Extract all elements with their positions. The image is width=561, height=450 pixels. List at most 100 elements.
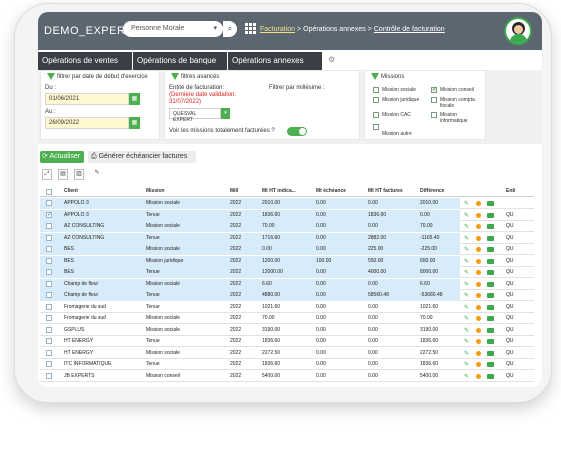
edit-icon[interactable]: ✎	[464, 235, 470, 242]
mission-sociale-checkbox[interactable]	[373, 87, 379, 93]
menu-operations-banque[interactable]: Opérations de banque	[133, 52, 227, 70]
edit-icon[interactable]: ✎	[464, 316, 470, 322]
edit-icon[interactable]: ✎	[464, 224, 470, 230]
open-icon[interactable]	[487, 339, 494, 344]
table-row[interactable]: BES Mission juridique 2022 1200.00 100.00 550…	[40, 255, 534, 267]
status-dot-icon[interactable]	[476, 247, 481, 252]
row-checkbox[interactable]	[46, 246, 52, 252]
header-client[interactable]: Client	[64, 188, 78, 194]
table-row[interactable]: Fromagerie du sud Tenue 2022 1021.60 0.00 0.0…	[40, 302, 534, 313]
table-row[interactable]: JB EXPERTS Mission conseil 2022 5400.00 0.00…	[40, 371, 534, 382]
row-checkbox[interactable]	[46, 292, 52, 298]
status-dot-icon[interactable]	[476, 362, 481, 367]
table-row[interactable]: APPOLO 3 Mission sociale 2022 2010.00 0.00 0.…	[40, 198, 534, 209]
edit-icon[interactable]: ✎	[464, 201, 470, 207]
row-checkbox[interactable]	[46, 280, 52, 287]
select-all-checkbox[interactable]	[46, 189, 52, 195]
invoicing-entity-select[interactable]: QUESVAL EXPERT	[169, 108, 221, 123]
status-dot-icon[interactable]	[476, 339, 481, 344]
status-dot-icon[interactable]	[476, 212, 481, 218]
table-row[interactable]: APPOLO 3 Tenue 2022 1836.60 0.00 1836.60 0.00 ✎…	[40, 209, 534, 221]
edit-icon[interactable]: ✎	[464, 327, 470, 334]
mission-juridique-checkbox[interactable]	[373, 97, 379, 103]
edit-icon[interactable]: ✎	[464, 212, 470, 219]
status-dot-icon[interactable]	[476, 350, 481, 356]
header-mt-ht-indicatif[interactable]: Mt HT indica...	[262, 188, 296, 194]
calendar-icon[interactable]: ▦	[129, 93, 140, 105]
from-date-input[interactable]: 01/06/2021	[45, 93, 129, 105]
edit-icon[interactable]: ✎	[464, 362, 470, 368]
table-row[interactable]: Champ de fleur Tenue 2022 4880.00 0.00 58560.…	[40, 290, 534, 301]
entity-type-select[interactable]: Personne Morale ▾	[123, 21, 223, 37]
open-icon[interactable]	[487, 281, 494, 287]
mission-informatique-checkbox[interactable]	[431, 112, 437, 118]
edit-icon[interactable]: ✎	[464, 304, 470, 311]
grid-icon[interactable]	[245, 23, 256, 34]
wrench-icon[interactable]: ✎	[92, 169, 102, 180]
table-row[interactable]: AZ CONSULTING Mission sociale 2022 70.00 0.0…	[40, 221, 534, 232]
refresh-button[interactable]: ⟳ Actualiser	[40, 151, 84, 163]
table-row[interactable]: ITC INFORMATIQUE Tenue 2022 1836.60 0.00 0.00…	[40, 359, 534, 370]
open-icon[interactable]	[487, 201, 494, 206]
breadcrumb-facturation[interactable]: Facturation	[260, 26, 296, 33]
open-icon[interactable]	[487, 350, 494, 356]
status-dot-icon[interactable]	[476, 281, 481, 287]
row-checkbox[interactable]	[46, 326, 52, 333]
row-checkbox[interactable]	[46, 269, 52, 275]
status-dot-icon[interactable]	[476, 304, 481, 310]
header-mission[interactable]: Mission	[146, 188, 165, 194]
open-icon[interactable]	[487, 327, 494, 333]
edit-icon[interactable]: ✎	[464, 258, 470, 265]
edit-icon[interactable]: ✎	[464, 281, 470, 288]
table-row[interactable]: Fromagerie du sud Mission sociale 2022 70.0…	[40, 313, 534, 324]
header-mill[interactable]: Mill	[230, 188, 239, 194]
row-checkbox[interactable]	[46, 200, 52, 206]
row-checkbox[interactable]	[46, 257, 52, 264]
open-icon[interactable]	[487, 247, 494, 252]
to-date-input[interactable]: 26/09/2022	[45, 117, 129, 129]
open-icon[interactable]	[487, 235, 494, 241]
table-row[interactable]: HT ENERGY Tenue 2022 1836.60 0.00 0.00 1836.60…	[40, 336, 534, 347]
row-checkbox[interactable]	[46, 303, 52, 310]
fully-invoiced-toggle[interactable]	[287, 127, 307, 136]
status-dot-icon[interactable]	[476, 327, 481, 333]
mission-cac-checkbox[interactable]	[373, 112, 379, 118]
avatar[interactable]	[504, 17, 532, 45]
header-difference[interactable]: Différence	[420, 188, 445, 194]
table-row[interactable]: BES Mission sociale 2022 0.00 0.00 225.00 -225…	[40, 244, 534, 255]
status-dot-icon[interactable]	[476, 235, 481, 241]
table-row[interactable]: HT ENERGY Mission sociale 2022 2272.50 0.00 0…	[40, 348, 534, 359]
table-row[interactable]: GSPLUS Mission sociale 2022 3190.00 0.00 0.00…	[40, 325, 534, 336]
status-dot-icon[interactable]	[476, 270, 481, 275]
edit-icon[interactable]: ✎	[464, 339, 470, 345]
row-checkbox[interactable]	[46, 361, 52, 367]
edit-icon[interactable]: ✎	[464, 270, 470, 276]
header-mt-echeance[interactable]: Mt échéance	[316, 188, 347, 194]
edit-icon[interactable]: ✎	[464, 247, 470, 253]
file-excel-icon[interactable]: ▥	[74, 169, 84, 180]
row-checkbox[interactable]	[46, 338, 52, 344]
table-row[interactable]: Champ de fleur Mission sociale 2022 6.60 0.0…	[40, 278, 534, 290]
header-mt-ht-factures[interactable]: Mt HT factures	[368, 188, 403, 194]
calendar-icon[interactable]: ▦	[129, 117, 140, 129]
open-icon[interactable]	[487, 304, 494, 310]
mission-compta-fiscale-checkbox[interactable]	[431, 97, 437, 103]
open-icon[interactable]	[487, 212, 494, 218]
open-icon[interactable]	[487, 373, 494, 379]
generate-schedule-button[interactable]: ⎙ Générer échéancier factures	[88, 151, 196, 163]
menu-operations-annexes[interactable]: Opérations annexes	[228, 52, 322, 70]
open-icon[interactable]	[487, 224, 494, 229]
status-dot-icon[interactable]	[476, 258, 481, 264]
row-checkbox[interactable]	[46, 211, 52, 218]
status-dot-icon[interactable]	[476, 293, 481, 298]
table-row[interactable]: AZ CONSULTING Tenue 2022 1716.60 0.00 2882.00…	[40, 232, 534, 244]
edit-icon[interactable]: ✎	[464, 350, 470, 357]
row-checkbox[interactable]	[46, 372, 52, 379]
status-dot-icon[interactable]	[476, 373, 481, 379]
search-icon[interactable]: ⌕	[223, 21, 237, 37]
status-dot-icon[interactable]	[476, 201, 481, 206]
row-checkbox[interactable]	[46, 223, 52, 229]
menu-more-icon[interactable]: ⚙	[328, 55, 336, 64]
edit-icon[interactable]: ✎	[464, 373, 470, 380]
row-checkbox[interactable]	[46, 315, 52, 321]
